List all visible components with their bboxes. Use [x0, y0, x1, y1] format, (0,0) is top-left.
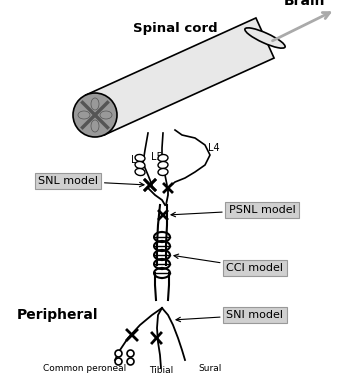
Circle shape [73, 93, 117, 137]
Ellipse shape [100, 111, 112, 119]
Text: Peripheral: Peripheral [17, 308, 99, 322]
Ellipse shape [91, 120, 99, 132]
Ellipse shape [158, 155, 168, 162]
Text: Brain: Brain [283, 0, 325, 8]
Text: PSNL model: PSNL model [171, 205, 295, 217]
Ellipse shape [245, 28, 285, 48]
Text: Sural: Sural [198, 364, 222, 373]
Text: L5: L5 [151, 152, 163, 162]
Ellipse shape [158, 168, 168, 176]
Text: SNI model: SNI model [176, 310, 283, 322]
Ellipse shape [91, 98, 99, 110]
Text: Common peroneal: Common peroneal [43, 364, 127, 373]
Ellipse shape [135, 161, 145, 168]
Text: SNL model: SNL model [38, 176, 144, 187]
Ellipse shape [78, 111, 90, 119]
Ellipse shape [158, 161, 168, 168]
Ellipse shape [135, 155, 145, 162]
Text: Spinal cord: Spinal cord [133, 22, 217, 35]
Polygon shape [86, 18, 274, 135]
Ellipse shape [135, 168, 145, 176]
Text: L4: L4 [208, 143, 220, 153]
Text: Tibial: Tibial [149, 366, 173, 375]
Text: CCI model: CCI model [174, 254, 283, 273]
Text: L6: L6 [131, 155, 143, 165]
